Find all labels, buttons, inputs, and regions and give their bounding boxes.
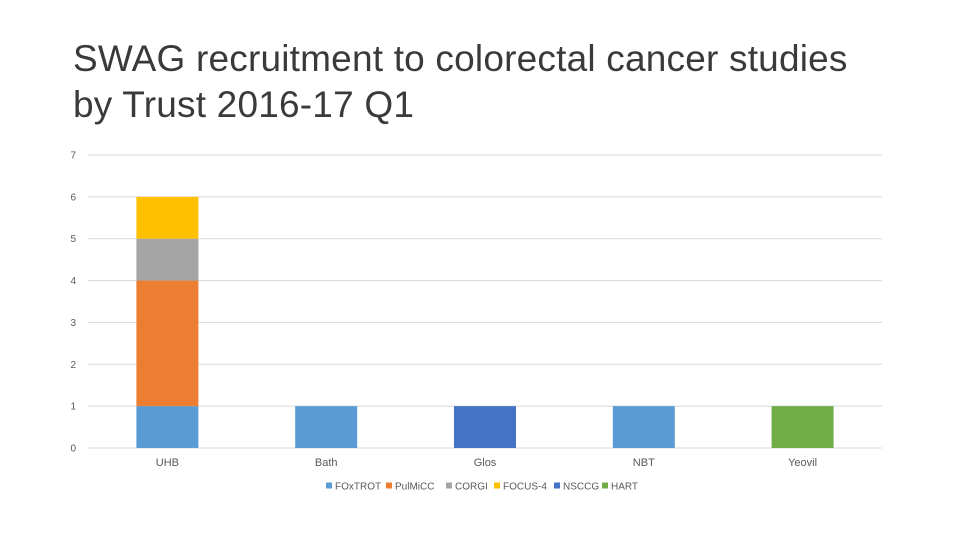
y-tick-label: 6 [70,192,76,203]
x-category-label: Bath [315,457,338,469]
x-axis-category-labels: UHB Bath Glos NBT Yeovil [156,457,817,469]
legend-swatch [326,482,332,489]
legend-label: FOxTROT [335,482,381,493]
legend-label: NSCCG [563,482,599,493]
legend-label: PulMiCC [395,482,434,493]
bar-foxtrot-uhb [136,406,199,448]
legend-swatch [554,482,560,489]
legend-swatch [602,482,608,489]
legend-label: CORGI [455,482,488,493]
bar-pulmicc-uhb [136,280,199,407]
bar-focus-4-uhb [136,196,199,239]
bar-hart-yeovil [771,406,834,448]
legend-label: HART [611,482,638,493]
x-category-label: Glos [474,457,497,469]
y-tick-label: 7 [70,151,76,162]
legend-label: FOCUS-4 [503,482,547,493]
y-tick-label: 4 [70,276,76,287]
y-tick-label: 0 [70,444,76,455]
x-category-label: Yeovil [788,457,817,469]
bar-nsccg-glos [454,406,516,448]
legend-swatch [446,482,452,489]
bar-corgi-uhb [136,238,199,281]
y-tick-label: 1 [70,402,76,413]
gridlines [88,154,882,449]
y-tick-label: 3 [70,318,76,329]
bar-foxtrot-bath [295,406,358,448]
x-category-label: UHB [156,457,179,469]
y-tick-label: 5 [70,234,76,245]
y-axis-tick-labels: 0 1 2 3 4 5 6 7 [70,151,76,455]
chart-title: SWAG recruitment to colorectal cancer st… [73,38,848,125]
x-category-label: NBT [633,457,655,469]
y-tick-label: 2 [70,360,76,371]
legend: FOxTROT PulMiCC CORGI FOCUS-4 NSCCG HART [326,482,638,493]
legend-swatch [386,482,392,489]
bars [136,196,834,448]
bar-foxtrot-nbt [612,406,675,448]
legend-swatch [494,482,500,489]
